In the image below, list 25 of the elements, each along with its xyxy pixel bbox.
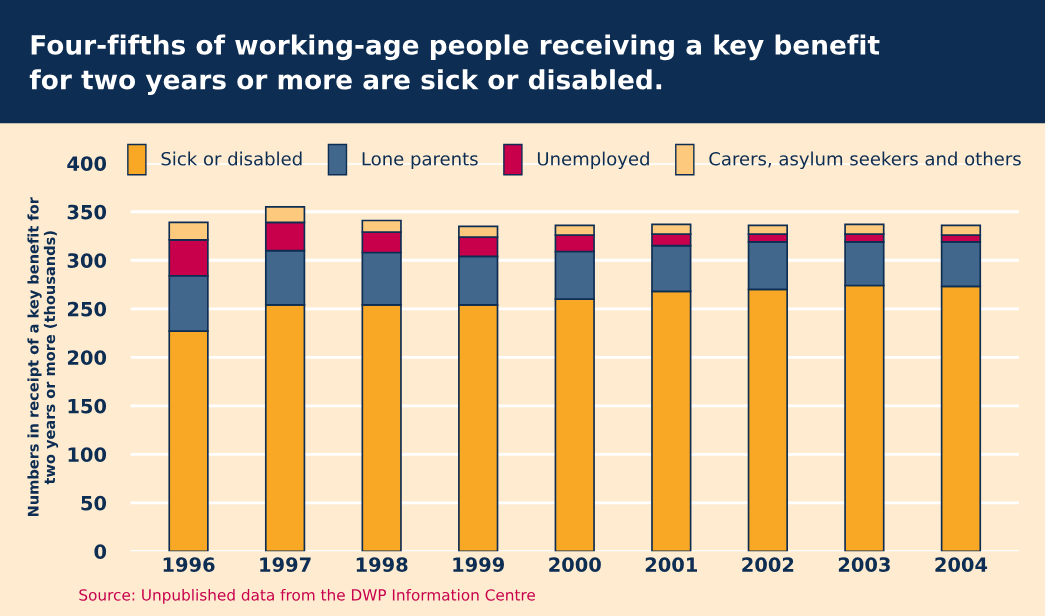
y-tick-label: 150 [68,398,107,414]
y-tick-label: 400 [67,156,107,171]
x-tick-label: 1999 [453,557,505,572]
y-axis-title: Numbers in receipt of a key benefit for two years or more (thousands) [27,197,59,517]
y-tick-label: 350 [67,204,107,220]
x-tick-label: 2003 [838,557,890,572]
legend-label: Sick or disabled [161,151,302,166]
y-tick-label: 0 [94,544,107,559]
source-note: Source: Unpublished data from the DWP Information Centre [79,588,535,604]
legend-label: Unemployed [537,151,649,170]
x-tick-label: 2000 [549,557,601,572]
legend-label: Carers, asylum seekers and others [709,151,1021,170]
y-tick-label: 200 [67,350,107,365]
x-tick-label: 2004 [935,557,988,572]
y-tick-label: 50 [81,495,107,511]
x-tick-label: 2002 [742,557,794,572]
y-tick-label: 250 [67,301,107,317]
y-tick-label: 100 [68,447,107,462]
x-tick-label: 1998 [356,557,408,572]
chart-title: Four-fifths of working-age people receiving a key benefit for two years or more are sick or disabled. [29,34,880,95]
x-tick-label: 1996 [163,557,215,572]
legend-label: Lone parents [362,152,478,170]
x-tick-label: 2001 [645,557,698,572]
x-tick-label: 1997 [260,557,311,572]
y-tick-label: 300 [67,253,107,268]
